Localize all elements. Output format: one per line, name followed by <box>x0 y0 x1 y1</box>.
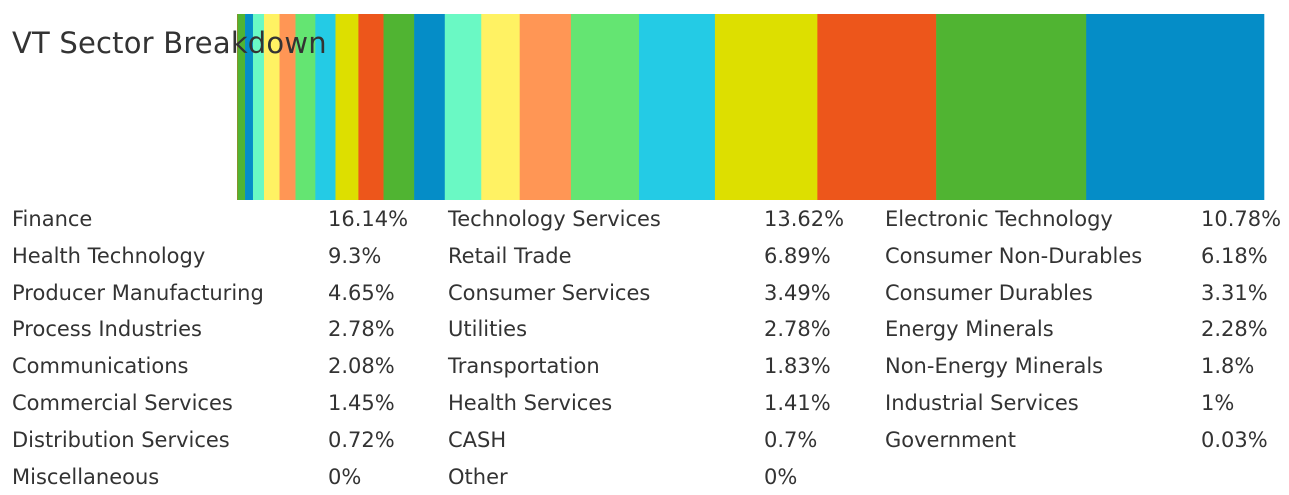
legend-item-non-energy-minerals[interactable]: Non-Energy Minerals 1.8% <box>885 348 1285 384</box>
bar-segment-process-industries[interactable] <box>414 14 446 200</box>
legend-value: 6.89% <box>764 243 831 268</box>
chart-title: VT Sector Breakdown <box>12 26 327 60</box>
legend-label: Communications <box>12 354 189 379</box>
legend-label: Electronic Technology <box>885 207 1113 231</box>
legend-item-government[interactable]: Government 0.03% <box>885 422 1285 458</box>
legend-label: Industrial Services <box>885 391 1079 415</box>
bar-segment-transportation[interactable] <box>315 14 336 200</box>
bar-segment-finance[interactable] <box>1086 14 1265 200</box>
legend-value: 1.41% <box>764 391 831 415</box>
legend-label: Commercial Services <box>12 391 233 415</box>
legend-label: Process Industries <box>12 317 202 342</box>
legend-label: Distribution Services <box>12 427 230 452</box>
legend-label: Retail Trade <box>448 243 572 268</box>
legend-value: 3.31% <box>1201 280 1268 305</box>
legend-item-producer-manufacturing[interactable]: Producer Manufacturing 4.65% <box>12 275 412 311</box>
legend-label: Government <box>885 427 1016 452</box>
legend-value: 3.49% <box>764 280 831 305</box>
legend-value: 10.78% <box>1201 207 1282 231</box>
bar-segment-consumer-durables[interactable] <box>444 14 482 200</box>
bar-segment-energy-minerals[interactable] <box>358 14 384 200</box>
legend-item-health-technology[interactable]: Health Technology 9.3% <box>12 238 412 274</box>
bar-segment-technology-services[interactable] <box>936 14 1087 200</box>
legend-value: 1.83% <box>764 354 831 379</box>
legend-label: Producer Manufacturing <box>12 280 264 305</box>
legend-label: Energy Minerals <box>885 317 1054 342</box>
legend-value: 1.8% <box>1201 354 1255 379</box>
legend-label: CASH <box>448 427 507 452</box>
legend-value: 1% <box>1201 391 1235 415</box>
legend-item-commercial-services[interactable]: Commercial Services 1.45% <box>12 385 412 421</box>
legend-value: 0.7% <box>764 427 818 452</box>
legend-item-electronic-technology[interactable]: Electronic Technology 10.78% <box>885 201 1285 237</box>
legend-value: 2.08% <box>328 354 395 379</box>
bar-segment-consumer-services[interactable] <box>481 14 520 200</box>
legend-item-distribution-services[interactable]: Distribution Services 0.72% <box>12 422 412 458</box>
legend-label: Technology Services <box>448 207 661 231</box>
legend-value: 2.78% <box>328 317 395 342</box>
bar-segment-commercial-services[interactable] <box>279 14 296 200</box>
legend-value: 16.14% <box>328 207 409 231</box>
bar-segment-producer-manufacturing[interactable] <box>519 14 572 200</box>
bar-segment-retail-trade[interactable] <box>639 14 716 200</box>
legend-label: Finance <box>12 207 93 231</box>
legend-value: 6.18% <box>1201 243 1268 268</box>
legend-item-industrial-services[interactable]: Industrial Services 1% <box>885 385 1285 421</box>
legend-value: 0% <box>764 464 798 489</box>
bar-segment-consumer-non-durables[interactable] <box>570 14 640 200</box>
bar-segment-communications[interactable] <box>335 14 359 200</box>
legend-item-miscellaneous[interactable]: Miscellaneous 0% <box>12 459 412 495</box>
bar-segment-non-energy-minerals[interactable] <box>295 14 316 200</box>
bar-segment-industrial-services[interactable] <box>252 14 265 200</box>
legend-value: 2.78% <box>764 317 831 342</box>
legend-item-cash[interactable]: CASH 0.7% <box>448 422 848 458</box>
legend-item-consumer-services[interactable]: Consumer Services 3.49% <box>448 275 848 311</box>
legend-item-transportation[interactable]: Transportation 1.83% <box>448 348 848 384</box>
legend-item-retail-trade[interactable]: Retail Trade 6.89% <box>448 238 848 274</box>
legend-item-energy-minerals[interactable]: Energy Minerals 2.28% <box>885 311 1285 347</box>
bar-segment-electronic-technology[interactable] <box>817 14 937 200</box>
legend-label: Consumer Services <box>448 280 651 305</box>
legend-label: Health Services <box>448 391 613 415</box>
legend-label: Transportation <box>448 354 600 379</box>
legend-item-consumer-durables[interactable]: Consumer Durables 3.31% <box>885 275 1285 311</box>
legend: Finance 16.14% Technology Services 13.62% El… <box>0 200 1289 495</box>
bar-segment-distribution-services[interactable] <box>245 14 254 200</box>
legend-value: 4.65% <box>328 280 395 305</box>
stacked-bar-chart <box>237 14 1265 200</box>
legend-label: Utilities <box>448 317 528 342</box>
bar-segment-government[interactable] <box>237 14 238 200</box>
bar-segment-health-services[interactable] <box>263 14 280 200</box>
legend-label: Other <box>448 464 508 489</box>
legend-item-finance[interactable]: Finance 16.14% <box>12 201 412 237</box>
bar-segment-cash[interactable] <box>237 14 246 200</box>
legend-label: Health Technology <box>12 243 206 268</box>
legend-value: 2.28% <box>1201 317 1268 342</box>
legend-value: 9.3% <box>328 243 382 268</box>
legend-item-utilities[interactable]: Utilities 2.78% <box>448 311 848 347</box>
bar-segment-utilities[interactable] <box>383 14 415 200</box>
legend-item-health-services[interactable]: Health Services 1.41% <box>448 385 848 421</box>
legend-label: Miscellaneous <box>12 464 160 489</box>
legend-item-consumer-non-durables[interactable]: Consumer Non-Durables 6.18% <box>885 238 1285 274</box>
bar-segments <box>237 14 1265 200</box>
legend-item-technology-services[interactable]: Technology Services 13.62% <box>448 201 848 237</box>
legend-value: 0.03% <box>1201 427 1268 452</box>
legend-value: 1.45% <box>328 391 395 415</box>
legend-value: 13.62% <box>764 207 845 231</box>
bar-segment-health-technology[interactable] <box>714 14 818 200</box>
legend-value: 0% <box>328 464 362 489</box>
legend-item-other[interactable]: Other 0% <box>448 459 848 495</box>
legend-value: 0.72% <box>328 427 395 452</box>
legend-item-communications[interactable]: Communications 2.08% <box>12 348 412 384</box>
legend-label: Non-Energy Minerals <box>885 354 1104 379</box>
legend-label: Consumer Non-Durables <box>885 243 1143 268</box>
legend-label: Consumer Durables <box>885 280 1093 305</box>
legend-item-process-industries[interactable]: Process Industries 2.78% <box>12 311 412 347</box>
